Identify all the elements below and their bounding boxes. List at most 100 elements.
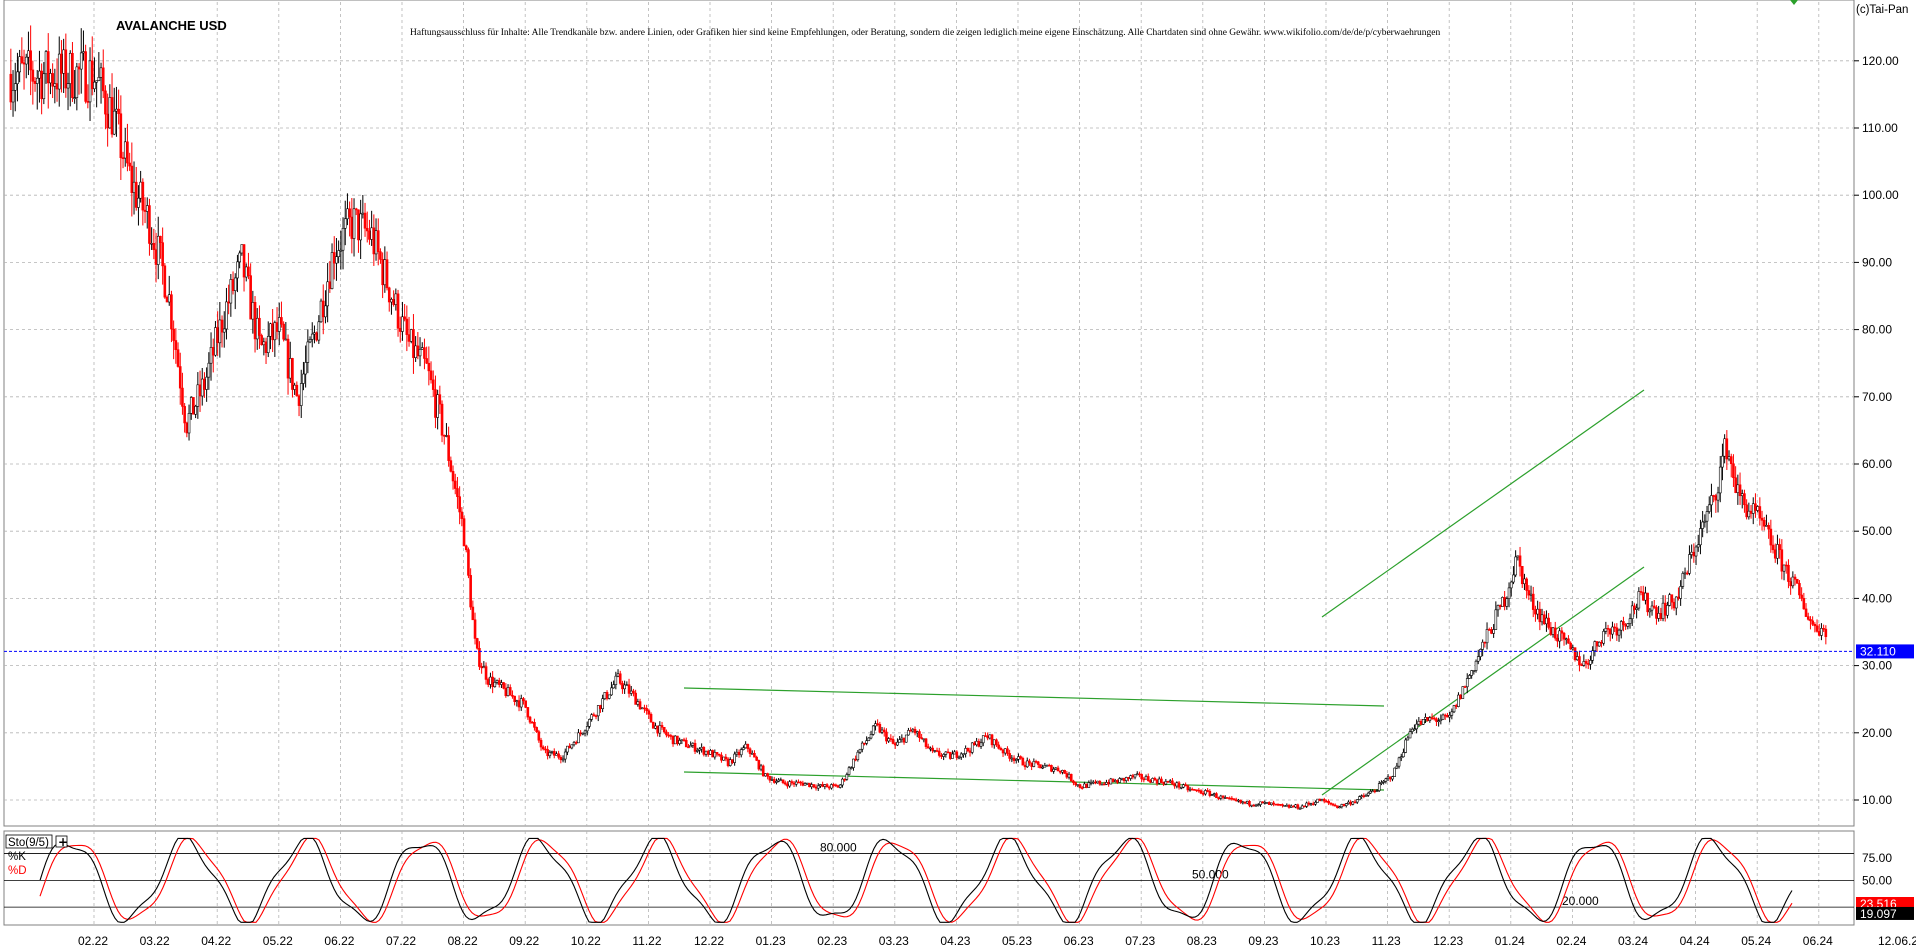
candle-up <box>18 56 21 73</box>
candle-down <box>799 781 802 784</box>
candle-down <box>599 705 602 710</box>
candle-down <box>761 765 765 777</box>
candle-down <box>579 732 582 735</box>
candle-down <box>1608 628 1612 635</box>
candle-up <box>577 732 580 744</box>
candle-down <box>1261 801 1264 804</box>
candle-up <box>1626 623 1630 627</box>
candle-down <box>315 332 318 341</box>
candle-down <box>427 362 431 372</box>
candle-down <box>1490 629 1493 634</box>
candle-down <box>1122 777 1126 781</box>
candle-up <box>1628 618 1632 624</box>
candle-up <box>1298 808 1302 810</box>
candle-up <box>1393 767 1396 777</box>
candle-down <box>702 746 706 755</box>
candle-down <box>253 302 257 340</box>
candle-up <box>607 694 611 699</box>
candle-down <box>453 480 457 489</box>
candle-up <box>1355 799 1359 803</box>
candle-up <box>79 52 83 70</box>
candle-down <box>753 752 756 758</box>
candle-down <box>863 742 866 745</box>
candle-down <box>1234 799 1238 802</box>
candle-down <box>1303 805 1306 808</box>
candle-down <box>913 728 917 734</box>
candle-down <box>365 227 369 232</box>
candle-down <box>537 731 541 741</box>
candle-up <box>1690 551 1693 555</box>
y-axis: 120.00 110.00 100.00 90.00 80.00 70.00 60.00 50… <box>1854 54 1899 807</box>
candle-up <box>722 756 725 761</box>
candle-down <box>497 680 501 685</box>
candle-down <box>1624 624 1627 627</box>
candle-up <box>629 690 633 694</box>
candle-down <box>64 49 68 89</box>
candle-up <box>156 235 160 265</box>
candle-up <box>1589 660 1592 665</box>
candle-down <box>638 701 642 710</box>
candle-down <box>1171 780 1174 785</box>
candle-down <box>968 750 972 753</box>
candle-down <box>724 756 728 760</box>
candle-down <box>1586 663 1590 665</box>
candle-up <box>1384 778 1388 782</box>
candle-up <box>233 277 237 291</box>
candle-down <box>264 341 268 353</box>
candle-down <box>1758 506 1762 519</box>
candle-up <box>700 746 703 750</box>
candle-down <box>1195 789 1198 792</box>
candle-up <box>964 748 967 755</box>
candle-up <box>561 758 565 761</box>
candle-down <box>1800 594 1803 599</box>
candle-down <box>1595 641 1599 647</box>
candle-up <box>830 784 833 789</box>
candle-down <box>1734 477 1737 493</box>
candle-down <box>154 249 158 265</box>
candle-down <box>121 157 125 159</box>
candle-up <box>115 108 118 112</box>
candle-down <box>385 259 389 289</box>
candle-down <box>1771 544 1775 551</box>
candle-down <box>1459 694 1462 699</box>
candle-down <box>1780 549 1784 572</box>
candle-down <box>1600 641 1603 644</box>
candle-up <box>352 208 356 239</box>
stochastic-expand-button[interactable] <box>55 835 68 848</box>
candle-down <box>1692 551 1696 557</box>
candle-up <box>209 347 213 364</box>
y-tick-label: 10.00 <box>1862 793 1892 807</box>
candle-up <box>1536 608 1539 615</box>
candle-down <box>1327 800 1330 804</box>
candle-down <box>163 265 167 298</box>
candle-up <box>869 734 873 739</box>
candle-up <box>1204 790 1207 795</box>
candle-up <box>1417 720 1421 725</box>
candle-up <box>887 738 890 742</box>
candle-down <box>1795 578 1799 584</box>
candle-up <box>1545 617 1548 625</box>
stochastic-tick-label: 75.00 <box>1862 851 1892 865</box>
candle-down <box>1023 764 1027 768</box>
candle-down <box>1432 717 1436 720</box>
candle-up <box>244 266 248 278</box>
candle-down <box>1072 780 1075 784</box>
candle-up <box>205 376 208 390</box>
candle-up <box>1597 641 1601 647</box>
candle-down <box>1578 656 1581 666</box>
candle-up <box>1558 630 1561 642</box>
candle-down <box>1094 781 1097 784</box>
candle-down <box>1655 607 1658 619</box>
candle-up <box>222 328 226 333</box>
candle-down <box>471 606 475 621</box>
candle-down <box>117 108 120 115</box>
x-tick-label: 08.23 <box>1187 934 1217 948</box>
candle-up <box>953 751 956 755</box>
y-tick-label: 110.00 <box>1862 121 1898 135</box>
candle-up <box>1452 705 1456 713</box>
candle-up <box>1461 686 1465 699</box>
candle-down <box>1573 647 1577 661</box>
candle-down <box>1773 549 1777 559</box>
candle-down <box>258 317 261 336</box>
